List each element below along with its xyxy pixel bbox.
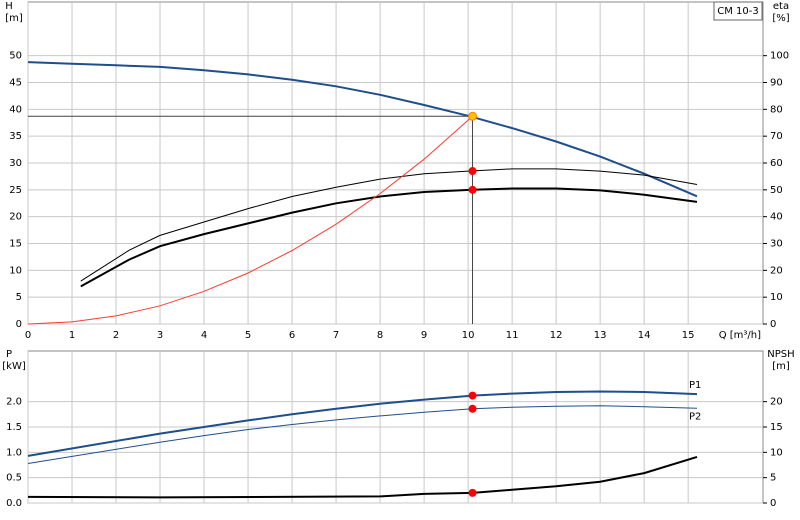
series-line [27, 61, 698, 198]
y2-tick-label: 100 [770, 51, 789, 62]
x-axis-label: Q [m³/h] [719, 330, 761, 341]
y-axis-label: [m] [5, 13, 23, 24]
y2-tick-label: 20 [770, 397, 783, 408]
series-line [80, 168, 698, 282]
y2-tick-label: 0 [770, 319, 776, 330]
series-label: P1 [689, 380, 701, 391]
y-tick-label: 2.0 [6, 397, 22, 408]
y2-axis-label: [%] [772, 13, 789, 24]
y2-tick-label: 80 [770, 104, 783, 115]
y2-tick-label: 0 [770, 498, 776, 509]
y2-axis-label: eta [773, 1, 789, 12]
y-tick-label: 15 [9, 239, 22, 250]
annotation-box [713, 1, 763, 21]
y-tick-label: 50 [9, 51, 22, 62]
y2-tick-label: 5 [770, 473, 776, 484]
operating-point [468, 185, 477, 194]
series-line [80, 187, 698, 288]
y2-tick-label: 90 [770, 78, 783, 89]
y-tick-label: 40 [9, 104, 22, 115]
y-tick-label: 1.0 [6, 447, 22, 458]
series-line [27, 390, 698, 457]
operating-point [468, 404, 477, 413]
x-tick-label: 6 [289, 330, 295, 341]
y-tick-label: 35 [9, 131, 22, 142]
y2-tick-label: 70 [770, 131, 783, 142]
y2-tick-label: 60 [770, 158, 783, 169]
y2-tick-label: 20 [770, 265, 783, 276]
y2-tick-label: 10 [770, 292, 783, 303]
series-line [27, 455, 698, 499]
y-tick-label: 1.5 [6, 422, 22, 433]
y2-tick-label: 15 [770, 422, 783, 433]
annotation: CM 10-3 [717, 6, 758, 17]
y2-axis-label: [m] [772, 361, 790, 372]
x-tick-label: 5 [245, 330, 251, 341]
x-tick-label: 1 [69, 330, 75, 341]
x-tick-label: 9 [421, 330, 427, 341]
y-axis-label: H [5, 1, 13, 12]
y-tick-label: 30 [9, 158, 22, 169]
y-tick-label: 10 [9, 265, 22, 276]
x-tick-label: 0 [25, 330, 31, 341]
y-tick-label: 20 [9, 212, 22, 223]
x-tick-label: 3 [157, 330, 163, 341]
y2-tick-label: 50 [770, 185, 783, 196]
operating-point [468, 391, 477, 400]
y-tick-label: 0.5 [6, 473, 22, 484]
x-tick-label: 7 [333, 330, 339, 341]
y-tick-label: 45 [9, 78, 22, 89]
x-tick-label: 14 [638, 330, 651, 341]
series-label: P2 [689, 411, 701, 422]
x-tick-label: 15 [682, 330, 695, 341]
x-tick-label: 13 [594, 330, 607, 341]
x-tick-label: 11 [506, 330, 519, 341]
series-line [27, 405, 698, 464]
x-tick-label: 2 [113, 330, 119, 341]
operating-point [468, 488, 477, 497]
series-line [27, 115, 473, 325]
x-tick-label: 10 [462, 330, 475, 341]
operating-point [468, 111, 478, 121]
y-tick-label: 25 [9, 185, 22, 196]
x-tick-label: 8 [377, 330, 383, 341]
y-tick-label: 5 [16, 292, 22, 303]
y-axis-label: [kW] [2, 361, 26, 372]
y-tick-label: 0.0 [6, 498, 22, 509]
x-tick-label: 12 [550, 330, 563, 341]
y2-tick-label: 10 [770, 447, 783, 458]
y2-tick-label: 40 [770, 212, 783, 223]
y-tick-label: 0 [16, 319, 22, 330]
y2-tick-label: 30 [770, 239, 783, 250]
y-axis-label: P [6, 349, 12, 360]
y2-axis-label: NPSH [767, 349, 794, 360]
operating-point [468, 167, 477, 176]
x-tick-label: 4 [201, 330, 207, 341]
